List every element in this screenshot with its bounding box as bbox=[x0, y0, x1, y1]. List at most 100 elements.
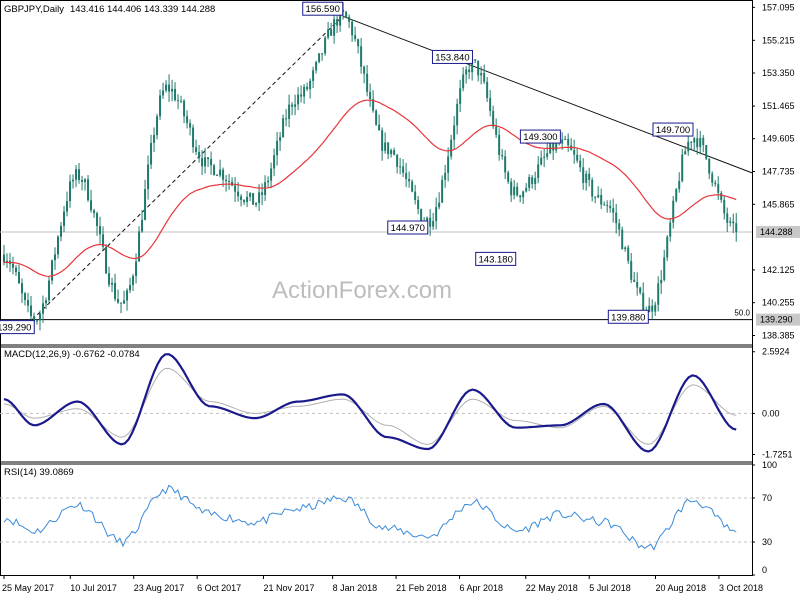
candle-body bbox=[354, 35, 357, 40]
symbol-label: GBPJPY,Daily bbox=[4, 4, 64, 15]
candle-body bbox=[627, 247, 630, 261]
x-tick-label: 23 Aug 2017 bbox=[134, 583, 185, 593]
candle-body bbox=[213, 165, 216, 175]
candle-body bbox=[684, 151, 687, 155]
candle-body bbox=[723, 199, 726, 214]
candle-body bbox=[504, 156, 507, 173]
candle-body bbox=[21, 283, 24, 294]
candle-body bbox=[351, 21, 354, 36]
candle-body bbox=[57, 236, 60, 255]
candle-body bbox=[375, 110, 378, 125]
candle-body bbox=[690, 141, 693, 143]
x-tick-label: 6 Oct 2017 bbox=[197, 583, 241, 593]
candle-body bbox=[534, 178, 537, 185]
candle-body bbox=[123, 300, 126, 304]
candle-body bbox=[129, 285, 132, 291]
candle-body bbox=[252, 193, 255, 205]
candle-body bbox=[84, 179, 87, 182]
candle-body bbox=[30, 305, 33, 317]
candle-body bbox=[702, 137, 705, 146]
annotation-box bbox=[387, 220, 429, 235]
candle-body bbox=[60, 225, 63, 237]
candle-body bbox=[153, 135, 156, 143]
candle-body bbox=[426, 217, 429, 221]
candle-body bbox=[519, 195, 522, 198]
candle-body bbox=[360, 46, 363, 67]
candle-body bbox=[72, 179, 75, 182]
candle-body bbox=[486, 81, 489, 98]
candle-body bbox=[588, 173, 591, 180]
ema-line bbox=[4, 99, 737, 277]
candlesticks bbox=[3, 2, 738, 331]
candle-body bbox=[198, 151, 201, 159]
candle-body bbox=[525, 187, 528, 192]
candle-body bbox=[27, 300, 30, 306]
candle-body bbox=[261, 192, 264, 195]
annotation-box bbox=[519, 129, 561, 144]
x-tick-label: 21 Nov 2017 bbox=[263, 583, 314, 593]
annotation-label: 149.700 bbox=[656, 125, 690, 136]
candle-body bbox=[78, 169, 81, 180]
candle-body bbox=[540, 157, 543, 165]
chart-frame bbox=[0, 0, 753, 576]
x-axis: 25 May 2017 10 Jul 2017 23 Aug 2017 6 Oct 2… bbox=[2, 575, 763, 593]
price-tick-label: 145.865 bbox=[762, 199, 795, 209]
candle-body bbox=[369, 91, 372, 100]
candle-body bbox=[33, 316, 36, 322]
candle-body bbox=[450, 139, 453, 157]
candle-body bbox=[15, 267, 18, 273]
macd-tick-label: 2.5924 bbox=[762, 347, 790, 357]
candle-body bbox=[63, 211, 66, 226]
candle-body bbox=[417, 199, 420, 210]
candle-body bbox=[693, 138, 696, 143]
candle-body bbox=[732, 221, 735, 224]
candle-body bbox=[453, 125, 456, 140]
candle-body bbox=[51, 260, 54, 281]
price-tick-label: 147.735 bbox=[762, 167, 795, 177]
candle-body bbox=[675, 189, 678, 201]
annotation-label: 149.300 bbox=[523, 132, 557, 143]
candle-body bbox=[459, 88, 462, 104]
candle-body bbox=[114, 283, 117, 299]
candle-body bbox=[48, 280, 51, 301]
candle-body bbox=[69, 181, 72, 202]
x-tick-label: 10 Jul 2017 bbox=[70, 583, 117, 593]
watermark: ActionForex.com bbox=[272, 277, 452, 304]
candle-body bbox=[324, 37, 327, 54]
candle-body bbox=[513, 186, 516, 196]
candle-body bbox=[255, 203, 258, 205]
candle-body bbox=[276, 140, 279, 156]
price-tick-label: 155.215 bbox=[762, 35, 795, 45]
candle-body bbox=[531, 177, 534, 185]
candle-body bbox=[141, 219, 144, 232]
candle-body bbox=[321, 53, 324, 55]
candle-body bbox=[615, 212, 618, 224]
price-tick-label: 153.350 bbox=[762, 68, 795, 78]
candle-body bbox=[81, 179, 84, 182]
candle-body bbox=[309, 80, 312, 90]
candle-body bbox=[357, 39, 360, 47]
candle-body bbox=[150, 142, 153, 165]
macd-tick-label: 0.00 bbox=[762, 408, 780, 418]
candle-body bbox=[576, 154, 579, 161]
candle-body bbox=[600, 194, 603, 205]
candle-body bbox=[294, 104, 297, 107]
macd-line bbox=[3, 353, 737, 453]
candle-body bbox=[171, 88, 174, 92]
candle-body bbox=[399, 166, 402, 168]
candle-body bbox=[582, 167, 585, 183]
candle-body bbox=[408, 179, 411, 182]
candle-body bbox=[405, 172, 408, 180]
candle-body bbox=[708, 158, 711, 174]
candle-body bbox=[297, 94, 300, 105]
candle-body bbox=[285, 118, 288, 120]
candle-body bbox=[246, 196, 249, 203]
candle-body bbox=[510, 181, 513, 196]
candle-body bbox=[315, 61, 318, 71]
candle-body bbox=[435, 207, 438, 222]
candle-body bbox=[579, 160, 582, 168]
candle-body bbox=[501, 154, 504, 157]
candle-body bbox=[678, 181, 681, 190]
candle-body bbox=[330, 29, 333, 36]
candle-body bbox=[522, 191, 525, 198]
